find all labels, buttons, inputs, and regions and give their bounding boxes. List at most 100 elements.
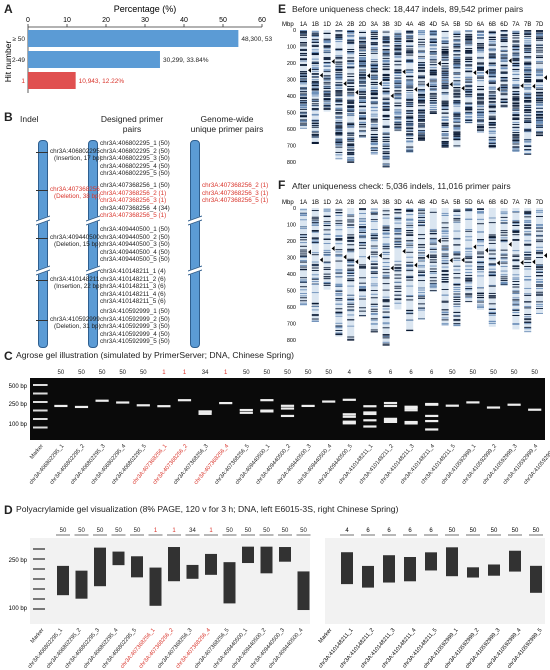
- chr-7D-band-32: [536, 279, 543, 281]
- chr-label-13: 5B: [453, 22, 460, 28]
- chr-2D-band-3: [359, 106, 366, 108]
- chr-1A-band-60: [300, 108, 307, 110]
- chr-6A-band-59: [477, 45, 484, 47]
- hit-count-11: 50: [284, 370, 291, 376]
- chr-4B-band-48: [418, 30, 425, 32]
- chr-4A-band-108: [406, 61, 414, 63]
- chr-4D-band-42: [429, 80, 437, 82]
- chr-4D-band-68: [429, 83, 437, 85]
- chr-7A-band-37: [512, 286, 520, 288]
- chr-4D-band-18: [429, 247, 437, 249]
- chr-1B-band-1: [311, 113, 319, 115]
- chr-5B-centromere: [461, 85, 465, 91]
- chr-1B-band-33: [311, 242, 319, 244]
- right-lane-2-smear: [383, 555, 395, 583]
- chr-1A-centromere: [308, 67, 311, 73]
- primer-0-4: chr3A:406802295_5 (50): [100, 170, 170, 178]
- chr-7B-band-103: [524, 141, 532, 143]
- chr-4B-band-53: [418, 124, 425, 126]
- y-axis-label: Hit number: [3, 41, 13, 83]
- chr-2D-band-38: [359, 242, 366, 243]
- chr-2B-band-9: [347, 240, 355, 241]
- chr-7A-band-80: [512, 46, 520, 48]
- chr-6D-centromere: [508, 241, 512, 247]
- chr-3D-band-9: [394, 240, 402, 242]
- y-tick-7: 700: [287, 144, 296, 150]
- chr-3A-band-43: [370, 323, 378, 325]
- chr-1A-band-82: [300, 100, 307, 102]
- chr-1D-band-29: [323, 62, 331, 64]
- chr-1A-band-31: [300, 215, 307, 217]
- chr-7B-band-4: [524, 78, 532, 80]
- chr-4D-band-58: [429, 52, 437, 54]
- y-tick-6: 600: [287, 127, 296, 133]
- chr-3B-band-122: [382, 126, 390, 128]
- chr-4B-band-97: [418, 99, 425, 101]
- chr-1A-band-27: [300, 93, 307, 95]
- chr-4A-band-9: [406, 295, 414, 297]
- chr-3B-band-10: [382, 268, 390, 270]
- right-lane-3-smear: [404, 556, 416, 582]
- chr-5B-band-46: [453, 325, 461, 327]
- chr-6D-band-40: [500, 60, 508, 62]
- chr-1D-band-22: [323, 215, 331, 217]
- chr-6A-band-88: [477, 46, 484, 48]
- chr-7D-band-16: [536, 210, 543, 212]
- chr-2B-band-27: [347, 41, 355, 43]
- chr-6D-band-22: [500, 239, 508, 241]
- chr-4D-band-73: [429, 42, 437, 44]
- chr-2A-band-110: [335, 49, 343, 51]
- chr-3D-band-10: [394, 298, 402, 300]
- chr-2A-band-25: [335, 255, 343, 257]
- chr-3B-band-70: [382, 104, 390, 105]
- chr-4D-band-4: [429, 239, 437, 240]
- chr-5A-band-15: [441, 230, 449, 232]
- chr-1B-band-57: [311, 131, 319, 133]
- chr-4A-band-99: [406, 72, 414, 74]
- chr-2B-band-32: [347, 110, 355, 112]
- chr-4B-band-84: [418, 63, 425, 65]
- chr-6A-band-17: [477, 231, 484, 233]
- chr-7D-band-34: [536, 117, 543, 119]
- chr-7B-band-33: [524, 101, 532, 103]
- lane-19-band-3: [425, 414, 439, 418]
- chr-4A-band-50: [406, 209, 414, 211]
- chr-5B-band-70: [453, 59, 461, 60]
- chr-3D-centromere: [402, 248, 406, 254]
- chr-6B-band-39: [488, 222, 496, 224]
- chr-4D-band-72: [429, 100, 437, 102]
- chr-6B-band-5: [488, 242, 496, 244]
- chr-2B-band-110: [347, 144, 355, 146]
- chr-4A-band-64: [406, 76, 414, 77]
- chr-label-9: 4A: [406, 22, 413, 28]
- chr-2D-band-44: [359, 220, 366, 222]
- chr-2D-band-46: [359, 44, 366, 46]
- chr-3A-band-100: [370, 139, 378, 141]
- chr-2B-band-33: [347, 132, 355, 134]
- chr-2B-band-65: [347, 73, 355, 75]
- chr-4A-band-40: [406, 264, 414, 266]
- chr-5B-band-22: [453, 83, 461, 85]
- chr-5D-band-24: [465, 61, 473, 62]
- chr-7D-band-15: [536, 291, 543, 293]
- chr-1D-band-13: [323, 283, 331, 285]
- chr-1A-band-28: [300, 237, 307, 238]
- chr-7B-band-26: [524, 225, 532, 227]
- hit-right-2: 6: [387, 528, 391, 534]
- chr-3A-band-39: [370, 213, 378, 215]
- chr-4A-band-31: [406, 218, 414, 220]
- hit-left-10: 50: [245, 528, 252, 534]
- chr-7B-band-35: [524, 144, 532, 146]
- chr-3B-band-49: [382, 165, 390, 167]
- chr-5B-band-94: [453, 118, 461, 120]
- chr-1B-band-74: [311, 32, 319, 34]
- chr-6B-band-12: [488, 105, 496, 107]
- chr-2B-band-31: [347, 285, 355, 287]
- chr-2A-band-73: [335, 30, 343, 32]
- chr-7B-band-81: [524, 70, 532, 72]
- chr-5B-band-71: [453, 83, 461, 85]
- chr-5B-band-12: [453, 124, 461, 126]
- chr-1A-band-20: [300, 260, 307, 262]
- chr-7B-band-33: [524, 276, 532, 277]
- chr-6B-band-95: [488, 65, 496, 67]
